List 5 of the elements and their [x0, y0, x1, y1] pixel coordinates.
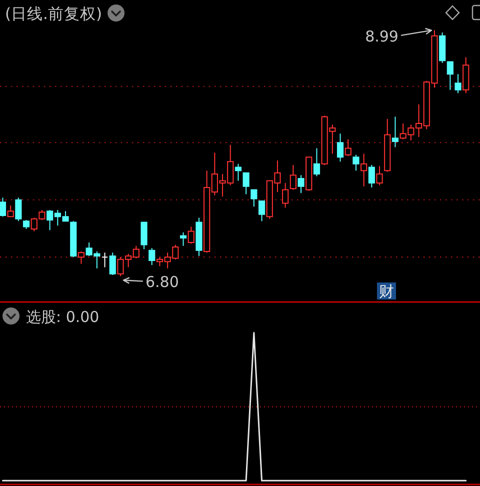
annotation: 6.80 [145, 273, 179, 292]
title: (日线.前复权) [5, 5, 102, 23]
title: 选股: 0.00 [26, 308, 100, 326]
annotation: 8.99 [365, 27, 398, 46]
annotation: 财 [379, 282, 394, 300]
